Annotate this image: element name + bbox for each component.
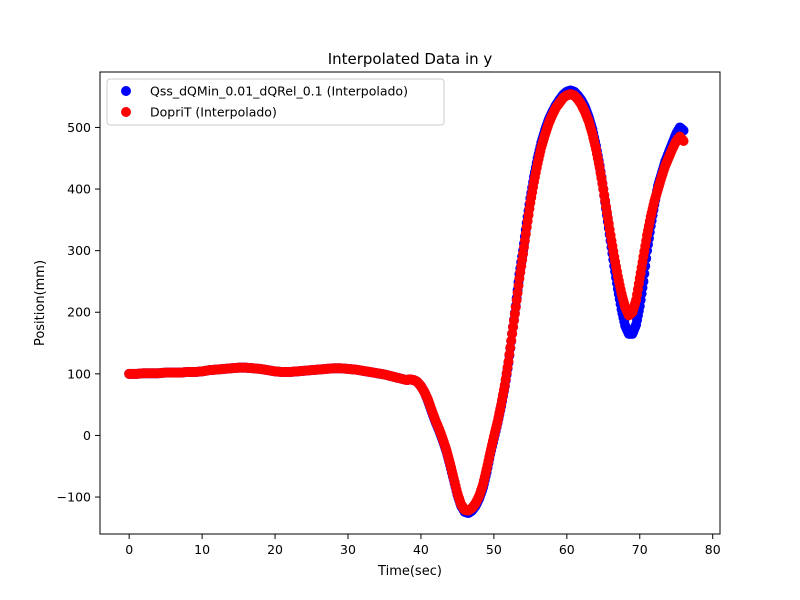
y-tick-label: 400 [67, 182, 91, 197]
chart-title: Interpolated Data in y [328, 50, 493, 68]
legend-marker-series-2 [121, 107, 131, 117]
x-axis: 0 10 20 30 40 50 60 70 80 [125, 534, 721, 557]
legend-box [106, 78, 445, 126]
legend-label-series-1: Qss_dQMin_0.01_dQRel_0.1 (Interpolado) [150, 84, 408, 99]
x-tick-label: 40 [413, 542, 429, 557]
points-layer [124, 85, 689, 519]
x-tick-label: 80 [705, 542, 721, 557]
x-tick-label: 10 [194, 542, 210, 557]
y-tick-label: 500 [67, 120, 91, 135]
x-tick-label: 20 [267, 542, 283, 557]
y-tick-label: 0 [83, 428, 91, 443]
x-tick-label: 50 [486, 542, 502, 557]
x-tick-label: 60 [559, 542, 575, 557]
x-tick-label: 0 [125, 542, 133, 557]
x-axis-label: Time(sec) [377, 564, 442, 579]
y-tick-label: 300 [67, 243, 91, 258]
y-tick-label: −100 [57, 490, 91, 505]
y-tick-label: 100 [67, 366, 91, 381]
legend: Qss_dQMin_0.01_dQRel_0.1 (Interpolado) D… [106, 78, 445, 126]
legend-label-series-2: DopriT (Interpolado) [150, 105, 277, 120]
y-tick-label: 200 [67, 305, 91, 320]
series-2 [124, 89, 689, 516]
y-axis: −100 0 100 200 300 400 500 [57, 120, 100, 505]
data-point [678, 135, 689, 146]
y-axis-label: Position(mm) [33, 260, 48, 346]
x-tick-label: 70 [632, 542, 648, 557]
legend-marker-series-1 [121, 86, 131, 96]
x-tick-label: 30 [340, 542, 356, 557]
plot-frame [99, 71, 721, 535]
